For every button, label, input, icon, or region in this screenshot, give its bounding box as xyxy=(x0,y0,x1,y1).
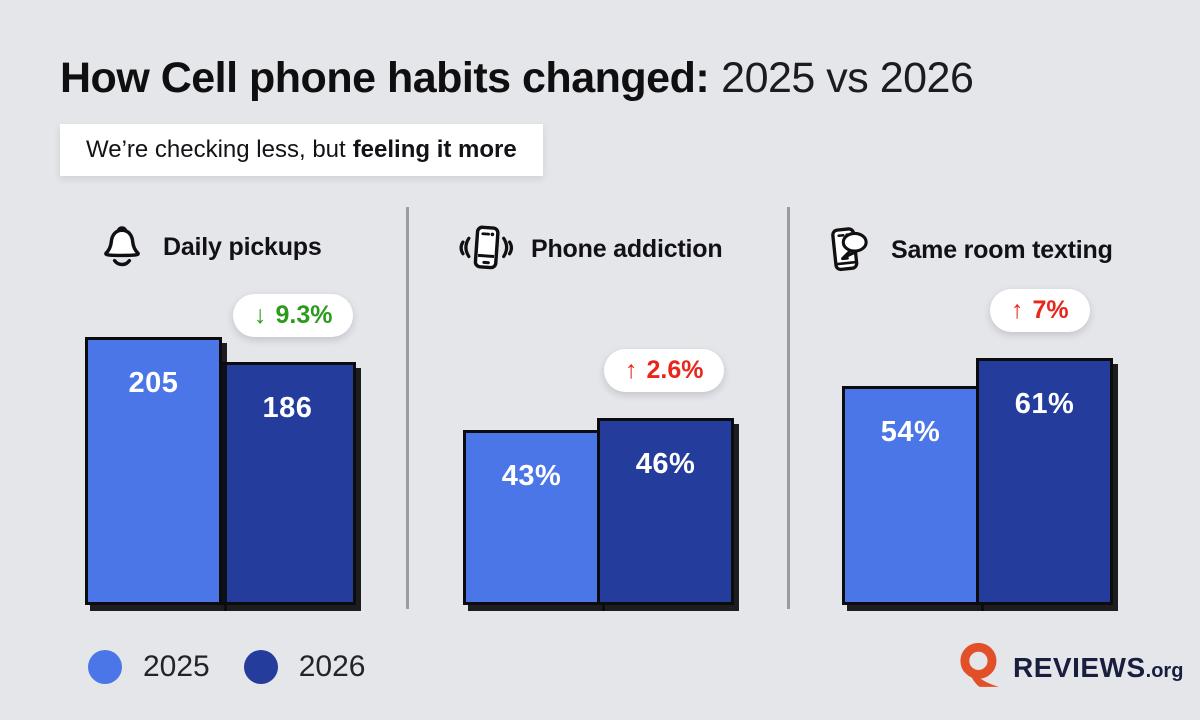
change-badge-phone-addiction: ↑ 2.6% xyxy=(604,349,725,392)
section-divider xyxy=(406,207,409,609)
chart-header-phone-addiction: Phone addiction xyxy=(456,221,723,277)
logo-brand: REVIEWS xyxy=(1013,651,1146,683)
page-title: How Cell phone habits changed: 2025 vs 20… xyxy=(60,54,974,103)
title-bold-part: How Cell phone habits changed: xyxy=(60,54,710,102)
change-value: 9.3% xyxy=(275,301,333,329)
subtitle-bold-text: feeling it more xyxy=(352,136,517,163)
chart-title: Same room texting xyxy=(891,235,1113,264)
bar-group-same-room-texting: 54% 61% xyxy=(842,358,1113,605)
subtitle-text: We’re checking less, but xyxy=(86,136,346,163)
bar-2026: 46% xyxy=(597,418,734,605)
logo-wordmark: REVIEWS .org xyxy=(1013,652,1183,684)
reviews-q-icon xyxy=(956,641,1004,694)
bar-2025: 54% xyxy=(842,386,979,605)
chart-title: Phone addiction xyxy=(531,234,723,263)
chart-header-daily-pickups: Daily pickups xyxy=(96,219,322,275)
legend-label: 2025 xyxy=(143,650,210,683)
legend-label: 2026 xyxy=(298,650,366,683)
bell-icon xyxy=(96,219,148,275)
chart-title: Daily pickups xyxy=(163,232,322,261)
arrow-up-icon: ↑ xyxy=(1011,296,1024,324)
arrow-up-icon: ↑ xyxy=(625,356,638,384)
bar-2026: 186 xyxy=(219,362,356,605)
bar-value-label: 54% xyxy=(880,416,941,448)
legend: 2025 2026 xyxy=(88,650,366,684)
legend-item-2025: 2025 xyxy=(88,650,210,684)
reviews-org-logo: REVIEWS .org xyxy=(956,641,1183,694)
bar-group-phone-addiction: 43% 46% xyxy=(463,418,734,605)
change-badge-daily-pickups: ↓ 9.3% xyxy=(233,294,354,337)
section-divider xyxy=(787,207,790,609)
bar-2025: 43% xyxy=(463,430,600,605)
change-value: 2.6% xyxy=(646,356,704,384)
change-badge-same-room-texting: ↑ 7% xyxy=(990,289,1090,332)
legend-swatch-2025 xyxy=(88,650,122,684)
bar-value-label: 205 xyxy=(128,367,179,399)
phone-chat-icon xyxy=(822,221,876,279)
legend-swatch-2026 xyxy=(243,650,278,684)
bar-2026: 61% xyxy=(976,358,1113,605)
subtitle-banner: We’re checking less, but feeling it more xyxy=(60,124,543,176)
change-value: 7% xyxy=(1032,296,1069,324)
bar-value-label: 43% xyxy=(501,460,562,492)
bar-value-label: 186 xyxy=(262,392,313,424)
logo-tld: .org xyxy=(1145,659,1184,682)
chart-header-same-room-texting: Same room texting xyxy=(822,221,1113,279)
vibrating-phone-icon xyxy=(456,221,516,277)
bar-group-daily-pickups: 205 186 xyxy=(85,337,356,605)
bar-value-label: 46% xyxy=(635,448,696,480)
legend-item-2026: 2026 xyxy=(243,650,366,684)
bar-2025: 205 xyxy=(85,337,222,605)
title-years-part: 2025 vs 2026 xyxy=(721,54,974,102)
arrow-down-icon: ↓ xyxy=(254,301,267,329)
bar-value-label: 61% xyxy=(1014,388,1075,420)
